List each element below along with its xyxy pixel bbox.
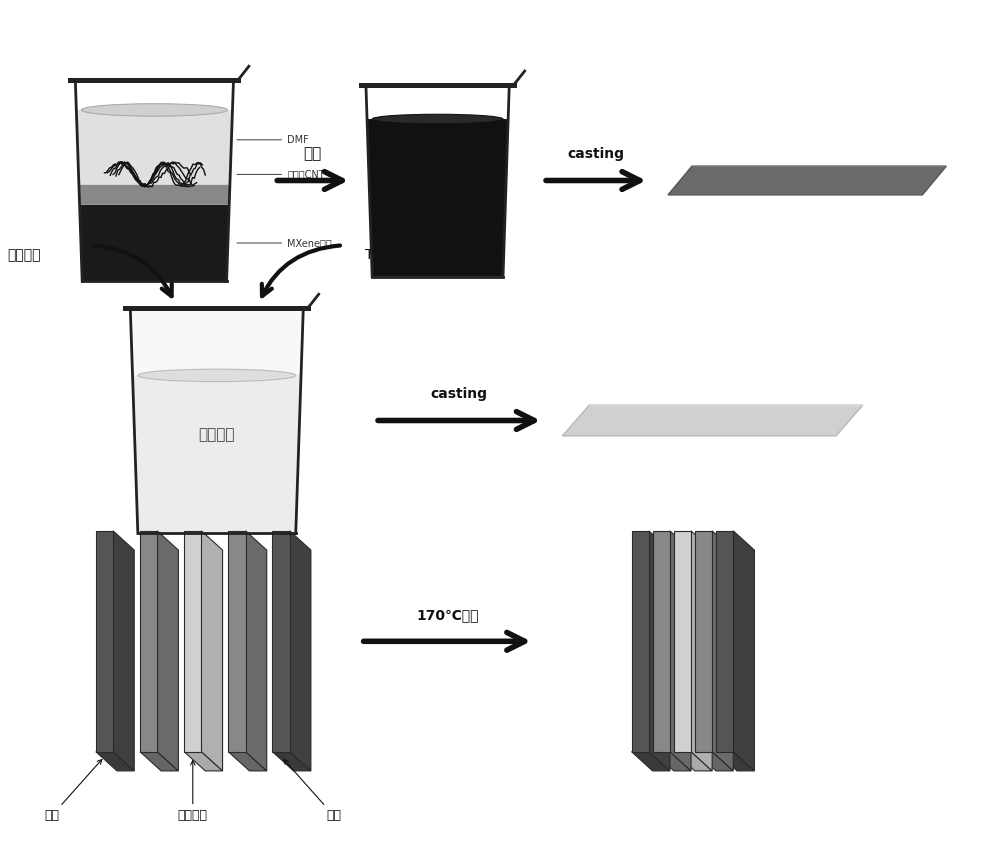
Text: 电极: 电极 <box>284 759 341 823</box>
Polygon shape <box>272 752 311 771</box>
Polygon shape <box>228 752 267 771</box>
Polygon shape <box>130 308 303 534</box>
Bar <box>184 531 201 752</box>
Polygon shape <box>76 110 232 184</box>
Text: 电极: 电极 <box>44 759 102 823</box>
Polygon shape <box>649 531 670 771</box>
Text: 超声: 超声 <box>304 146 322 161</box>
Polygon shape <box>695 752 733 771</box>
Text: DMF: DMF <box>237 135 309 144</box>
Text: 电解质层: 电解质层 <box>178 760 208 823</box>
Bar <box>653 531 670 752</box>
Bar <box>716 531 733 752</box>
Text: TPU: TPU <box>365 248 392 262</box>
Polygon shape <box>79 184 230 205</box>
Bar <box>140 531 157 752</box>
Bar <box>632 531 649 752</box>
Polygon shape <box>670 531 691 771</box>
Polygon shape <box>96 752 134 771</box>
Text: 170℃热压: 170℃热压 <box>416 608 478 622</box>
Polygon shape <box>133 375 301 534</box>
Polygon shape <box>290 531 311 771</box>
Polygon shape <box>733 531 754 771</box>
Polygon shape <box>113 531 134 771</box>
Polygon shape <box>716 752 754 771</box>
Ellipse shape <box>81 104 227 116</box>
Polygon shape <box>668 166 946 195</box>
Polygon shape <box>246 531 267 771</box>
Polygon shape <box>632 752 670 771</box>
Text: casting: casting <box>431 388 488 401</box>
Bar <box>272 531 290 752</box>
Text: MXene溶液: MXene溶液 <box>237 238 332 248</box>
Bar <box>674 531 691 752</box>
Text: 羧基化CNT: 羧基化CNT <box>237 170 325 179</box>
Bar <box>228 531 246 752</box>
Polygon shape <box>562 405 863 436</box>
Polygon shape <box>140 752 178 771</box>
Text: casting: casting <box>568 147 624 161</box>
Bar <box>96 531 113 752</box>
Ellipse shape <box>138 369 296 381</box>
Polygon shape <box>691 531 712 771</box>
Polygon shape <box>674 752 712 771</box>
Polygon shape <box>157 531 178 771</box>
Polygon shape <box>366 85 509 277</box>
Polygon shape <box>712 531 733 771</box>
Polygon shape <box>367 119 508 277</box>
Polygon shape <box>184 752 223 771</box>
Polygon shape <box>201 531 223 771</box>
Polygon shape <box>653 752 691 771</box>
Polygon shape <box>80 205 229 281</box>
Polygon shape <box>75 80 234 281</box>
Text: 离子液体: 离子液体 <box>7 248 40 262</box>
Ellipse shape <box>372 114 503 124</box>
Text: 有机溶剂: 有机溶剂 <box>199 427 235 442</box>
Bar <box>695 531 712 752</box>
